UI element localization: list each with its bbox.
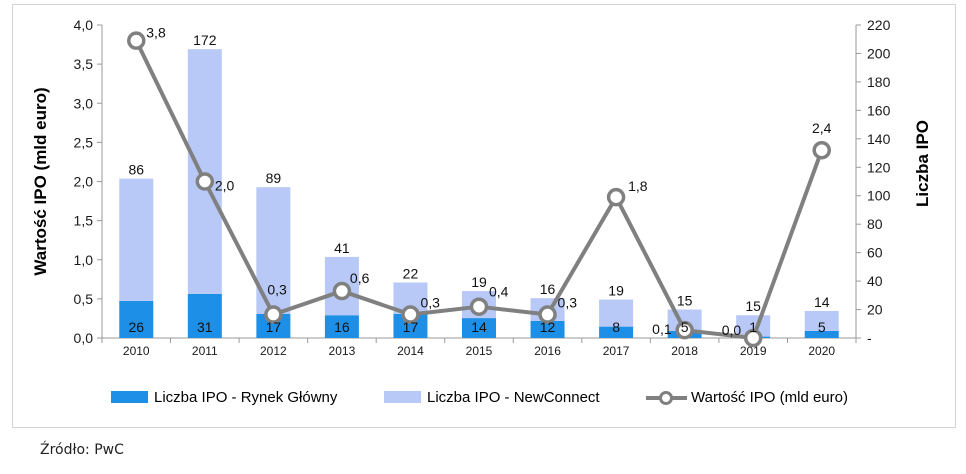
data-label-rynek-glowny: 5: [681, 319, 689, 335]
bar-rynek-glowny: [804, 330, 839, 338]
y-tick-label: 3,0: [74, 95, 94, 111]
bar-newconnect: [804, 310, 839, 331]
chart: 0,0 0,5 1,0 1,5 2,0 2,5 3,0 3,5 4,0 - 20 40 60 80 100 1…: [31, 17, 932, 406]
data-label-wartosc: 3,8: [146, 25, 166, 41]
y-tick-label: 4,0: [74, 17, 94, 33]
y2-tick-label: 60: [867, 245, 883, 261]
legend-label-wartosc: Wartość IPO (mld euro): [691, 389, 848, 406]
data-label-rynek-glowny: 17: [403, 319, 419, 335]
x-tick-label: 2018: [671, 344, 698, 358]
y-tick-label: 1,5: [74, 213, 94, 229]
y2-tick-label: 160: [867, 102, 891, 118]
bar-rynek-glowny: [187, 293, 222, 338]
y-tick-label: 2,5: [74, 134, 94, 150]
x-tick-label: 2015: [466, 344, 493, 358]
legend-swatch-rynek-glowny: [111, 391, 148, 403]
line-point: [812, 140, 831, 160]
data-label-wartosc: 0,3: [558, 295, 578, 311]
data-label-rynek-glowny: 16: [334, 319, 350, 335]
y2-tick-label: 80: [867, 216, 883, 232]
data-label-newconnect: 15: [677, 293, 693, 309]
bar-rynek-glowny: [530, 320, 565, 338]
y-tick-label: 0,5: [74, 291, 94, 307]
data-label-rynek-glowny: 14: [471, 319, 487, 335]
data-label-rynek-glowny: 26: [128, 319, 144, 335]
legend-marker-wartosc: [659, 391, 673, 405]
bar-newconnect: [187, 49, 222, 294]
y-tick-label: 2,0: [74, 174, 94, 190]
data-label-wartosc: 0,4: [489, 284, 509, 300]
y-tick-label: 1,0: [74, 252, 94, 268]
x-tick-label: 2012: [260, 344, 287, 358]
y-tick-label: 0,0: [74, 330, 94, 346]
chart-frame: 0,0 0,5 1,0 1,5 2,0 2,5 3,0 3,5 4,0 - 20 40 60 80 100 1…: [12, 4, 956, 428]
data-label-newconnect: 19: [608, 283, 624, 299]
legend-swatch-newconnect: [384, 391, 421, 403]
x-tick-label: 2013: [329, 344, 356, 358]
bar-rynek-glowny: [324, 315, 359, 338]
y2-tick-label: -: [867, 330, 872, 346]
bar-newconnect: [736, 315, 771, 337]
data-label-wartosc: 2,4: [812, 120, 832, 136]
data-label-rynek-glowny: 1: [749, 319, 757, 335]
data-label-newconnect: 172: [193, 32, 217, 48]
bar-rynek-glowny: [119, 301, 154, 338]
line-point: [469, 297, 489, 316]
y-axis-title: Wartość IPO (mld euro): [31, 87, 50, 275]
line-point: [264, 305, 283, 324]
data-label-rynek-glowny: 5: [818, 319, 826, 335]
data-label-wartosc: 0,3: [267, 282, 287, 298]
y-tick-label: 3,5: [74, 56, 94, 72]
data-label-newconnect: 14: [814, 294, 830, 310]
bar-rynek-glowny: [462, 318, 496, 338]
data-label-newconnect: 19: [471, 274, 487, 290]
line-point: [606, 187, 626, 207]
y2-axis-title: Liczba IPO: [913, 120, 932, 207]
line-point: [538, 305, 557, 324]
data-label-newconnect: 89: [266, 170, 282, 186]
line-point: [195, 172, 215, 191]
x-tick-label: 2019: [740, 344, 767, 358]
data-label-newconnect: 41: [334, 240, 350, 256]
data-label-wartosc: 1,8: [628, 178, 648, 194]
y2-tick-label: 120: [867, 159, 891, 175]
x-tick-label: 2010: [123, 344, 150, 358]
line-point: [332, 281, 352, 301]
line-point: [127, 31, 146, 50]
line-point: [675, 320, 694, 340]
line-point: [743, 328, 763, 348]
x-tick-label: 2020: [808, 344, 835, 358]
data-label-newconnect: 16: [540, 281, 556, 297]
y2-tick-label: 20: [867, 302, 883, 318]
y2-tick-label: 220: [867, 17, 891, 33]
data-label-newconnect: 22: [403, 266, 419, 282]
y2-tick-label: 40: [867, 273, 883, 289]
bar-newconnect: [599, 299, 634, 327]
x-tick-label: 2016: [534, 344, 561, 358]
bar-newconnect: [119, 178, 154, 302]
data-label-wartosc: 0,3: [420, 295, 440, 311]
data-label-wartosc: 0,0: [722, 322, 742, 338]
y2-tick-label: 200: [867, 45, 891, 61]
legend-label-rynek-glowny: Liczba IPO - Rynek Główny: [154, 389, 338, 406]
source-note: Źródło: PwC: [40, 442, 124, 458]
y2-tick-label: 180: [867, 74, 891, 90]
data-label-rynek-glowny: 31: [197, 319, 213, 335]
x-tick-label: 2014: [397, 344, 424, 358]
data-label-wartosc: 0,6: [350, 270, 370, 286]
data-label-wartosc: 0,1: [652, 321, 672, 337]
x-tick-label: 2011: [192, 344, 218, 358]
line-point: [401, 305, 420, 324]
data-label-newconnect: 15: [745, 298, 761, 314]
bar-rynek-glowny: [599, 326, 634, 338]
data-label-wartosc: 2,0: [215, 178, 235, 194]
y2-tick-label: 140: [867, 131, 891, 147]
data-label-rynek-glowny: 17: [266, 319, 282, 335]
y2-tick-label: 100: [867, 188, 891, 204]
legend-label-newconnect: Liczba IPO - NewConnect: [427, 389, 600, 406]
x-tick-label: 2017: [603, 344, 630, 358]
data-label-rynek-glowny: 12: [540, 319, 556, 335]
data-label-rynek-glowny: 8: [612, 319, 620, 335]
data-label-newconnect: 86: [128, 162, 144, 178]
